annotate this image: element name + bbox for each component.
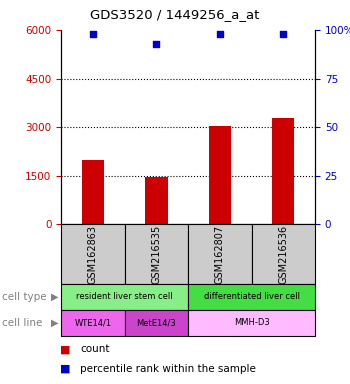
Text: differentiated liver cell: differentiated liver cell: [204, 292, 300, 301]
Point: [90, 31, 96, 37]
Text: count: count: [80, 344, 110, 354]
Text: ▶: ▶: [50, 318, 58, 328]
Text: cell type: cell type: [2, 292, 46, 302]
Text: GSM216535: GSM216535: [152, 224, 161, 284]
Text: ■: ■: [60, 364, 70, 374]
Text: MMH-D3: MMH-D3: [234, 318, 270, 328]
Text: resident liver stem cell: resident liver stem cell: [76, 292, 173, 301]
Point: [217, 31, 223, 37]
Point: [154, 41, 159, 47]
Text: ■: ■: [60, 344, 70, 354]
Bar: [82, 160, 104, 224]
Text: GSM162863: GSM162863: [88, 225, 98, 283]
Text: ▶: ▶: [50, 292, 58, 302]
Text: GSM216536: GSM216536: [278, 225, 288, 283]
Text: WTE14/1: WTE14/1: [75, 318, 112, 328]
Point: [280, 31, 286, 37]
Text: GSM162807: GSM162807: [215, 225, 225, 283]
Text: cell line: cell line: [2, 318, 42, 328]
Bar: [209, 126, 231, 224]
Bar: [145, 177, 168, 224]
Text: percentile rank within the sample: percentile rank within the sample: [80, 364, 256, 374]
Text: GDS3520 / 1449256_a_at: GDS3520 / 1449256_a_at: [90, 8, 260, 21]
Bar: [272, 118, 294, 224]
Text: MetE14/3: MetE14/3: [136, 318, 176, 328]
